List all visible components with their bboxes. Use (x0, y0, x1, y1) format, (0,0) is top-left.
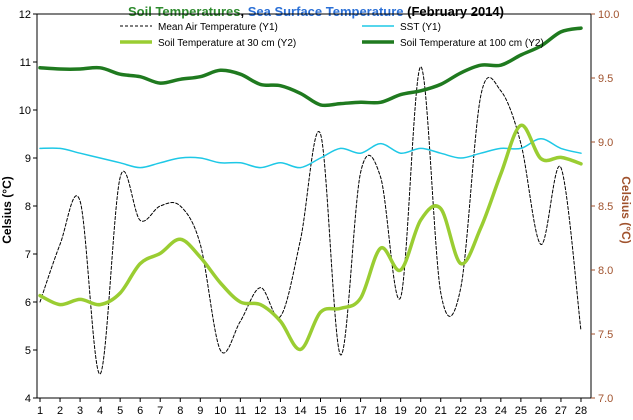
y-tick-label-left: 4 (25, 393, 31, 405)
plot-frame (36, 13, 592, 399)
x-tick-label: 13 (274, 405, 286, 417)
series-line-2 (38, 123, 583, 352)
x-tick-label: 2 (57, 405, 63, 417)
x-tick-label: 17 (354, 405, 366, 417)
legend: Mean Air Temperature (Y1) SST (Y1) Soil Te… (120, 22, 544, 49)
series-line-1 (39, 138, 582, 169)
chart-title: Soil Temperatures, Sea Surface Temperatu… (128, 4, 504, 19)
chart-title-part: (February 2014) (404, 4, 504, 19)
x-tick-label: 1 (37, 405, 43, 417)
series-line-3 (38, 26, 583, 108)
x-tick-label: 6 (137, 405, 143, 417)
legend-label-2: Soil Temperature at 30 cm (Y2) (158, 38, 296, 49)
x-tick-label: 16 (334, 405, 346, 417)
chart-title-part: Sea Surface Temperature (248, 4, 404, 19)
x-tick-label: 26 (535, 405, 547, 417)
x-tick-label: 11 (235, 405, 246, 417)
x-tick-label: 5 (117, 405, 123, 417)
legend-label-3: Soil Temperature at 100 cm (Y2) (400, 38, 544, 49)
x-tick-label: 14 (294, 405, 306, 417)
x-tick-label: 3 (77, 405, 83, 417)
x-tick-label: 27 (555, 405, 567, 417)
x-tick-label: 25 (515, 405, 527, 417)
chart-title-part: , (240, 4, 247, 19)
series-line-0 (39, 66, 582, 375)
x-tick-label: 12 (254, 405, 266, 417)
y-tick-label-left: 11 (20, 57, 31, 69)
x-tick-label: 21 (435, 405, 447, 417)
y-tick-label-left: 12 (19, 9, 31, 21)
x-tick-label: 7 (157, 405, 163, 417)
y-tick-label-left: 9 (25, 153, 31, 165)
y-tick-label-right: 7.0 (598, 393, 613, 405)
chart-title-part: Soil Temperatures (128, 4, 240, 19)
y-tick-label-right: 9.5 (598, 73, 613, 85)
y-tick-label-right: 8.5 (598, 201, 613, 213)
y-axis-label-right: Celsius (°C) (619, 176, 633, 243)
y-axis-label-left: Celsius (°C) (0, 176, 14, 243)
y-tick-label-right: 9.0 (598, 137, 613, 149)
x-tick-label: 19 (395, 405, 407, 417)
x-tick-label: 28 (575, 405, 587, 417)
x-tick-label: 22 (455, 405, 467, 417)
x-tick-label: 23 (475, 405, 487, 417)
x-tick-label: 10 (214, 405, 226, 417)
x-tick-label: 15 (314, 405, 326, 417)
y-tick-label-right: 8.0 (598, 265, 613, 277)
x-tick-label: 24 (495, 405, 507, 417)
x-tick-label: 18 (374, 405, 386, 417)
y-tick-label-left: 7 (25, 249, 31, 261)
y-tick-label-right: 10.0 (598, 9, 619, 21)
x-tick-label: 20 (415, 405, 427, 417)
y-tick-label-left: 8 (25, 201, 31, 213)
y-tick-label-left: 10 (19, 105, 31, 117)
legend-label-0: Mean Air Temperature (Y1) (158, 22, 278, 33)
y-tick-label-right: 7.5 (598, 329, 613, 341)
y-tick-label-left: 6 (25, 297, 31, 309)
legend-label-1: SST (Y1) (400, 22, 441, 33)
y-tick-label-left: 5 (25, 345, 31, 357)
x-tick-label: 8 (177, 405, 183, 417)
x-tick-label: 4 (97, 405, 103, 417)
x-tick-label: 9 (197, 405, 203, 417)
